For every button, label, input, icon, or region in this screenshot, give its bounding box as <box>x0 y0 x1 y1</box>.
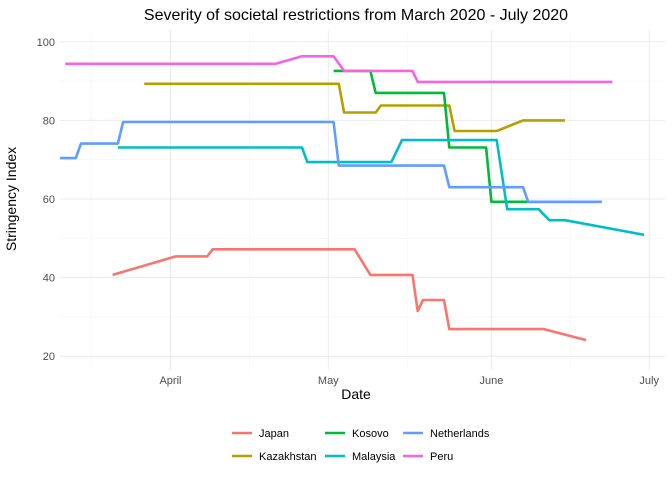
legend-label-japan: Japan <box>259 428 289 440</box>
y-tick-labels: 20 40 60 80 100 <box>37 37 55 363</box>
y-axis-title: Stringency Index <box>3 147 19 251</box>
y-tick-label: 100 <box>37 37 55 49</box>
legend: Japan Kazakhstan Kosovo Malaysia Netherlands… <box>232 428 490 463</box>
x-tick-label: July <box>639 375 659 387</box>
series-line-netherlands <box>60 120 602 204</box>
legend-label-kazakhstan: Kazakhstan <box>259 451 316 463</box>
series-line-kosovo <box>333 69 597 204</box>
series-line-japan <box>112 248 587 342</box>
legend-label-netherlands: Netherlands <box>430 428 490 440</box>
chart-title: Severity of societal restrictions from M… <box>144 7 568 24</box>
legend-label-malaysia: Malaysia <box>352 451 396 463</box>
x-tick-label: June <box>479 375 503 387</box>
legend-label-kosovo: Kosovo <box>352 428 389 440</box>
series-line-malaysia <box>117 138 645 237</box>
x-tick-label: May <box>318 375 339 387</box>
major-gridlines <box>60 30 665 370</box>
y-tick-label: 80 <box>43 115 55 127</box>
x-axis-title: Date <box>341 386 371 402</box>
series-line-peru <box>65 54 613 84</box>
series-line-kazakhstan <box>144 82 565 133</box>
minor-gridlines <box>60 30 665 370</box>
y-tick-label: 60 <box>43 194 55 206</box>
legend-label-peru: Peru <box>430 451 453 463</box>
y-tick-label: 20 <box>43 351 55 363</box>
x-tick-label: April <box>159 375 181 387</box>
series-lines <box>60 54 645 342</box>
x-tick-labels: April May June July <box>159 375 659 387</box>
y-tick-label: 40 <box>43 273 55 285</box>
